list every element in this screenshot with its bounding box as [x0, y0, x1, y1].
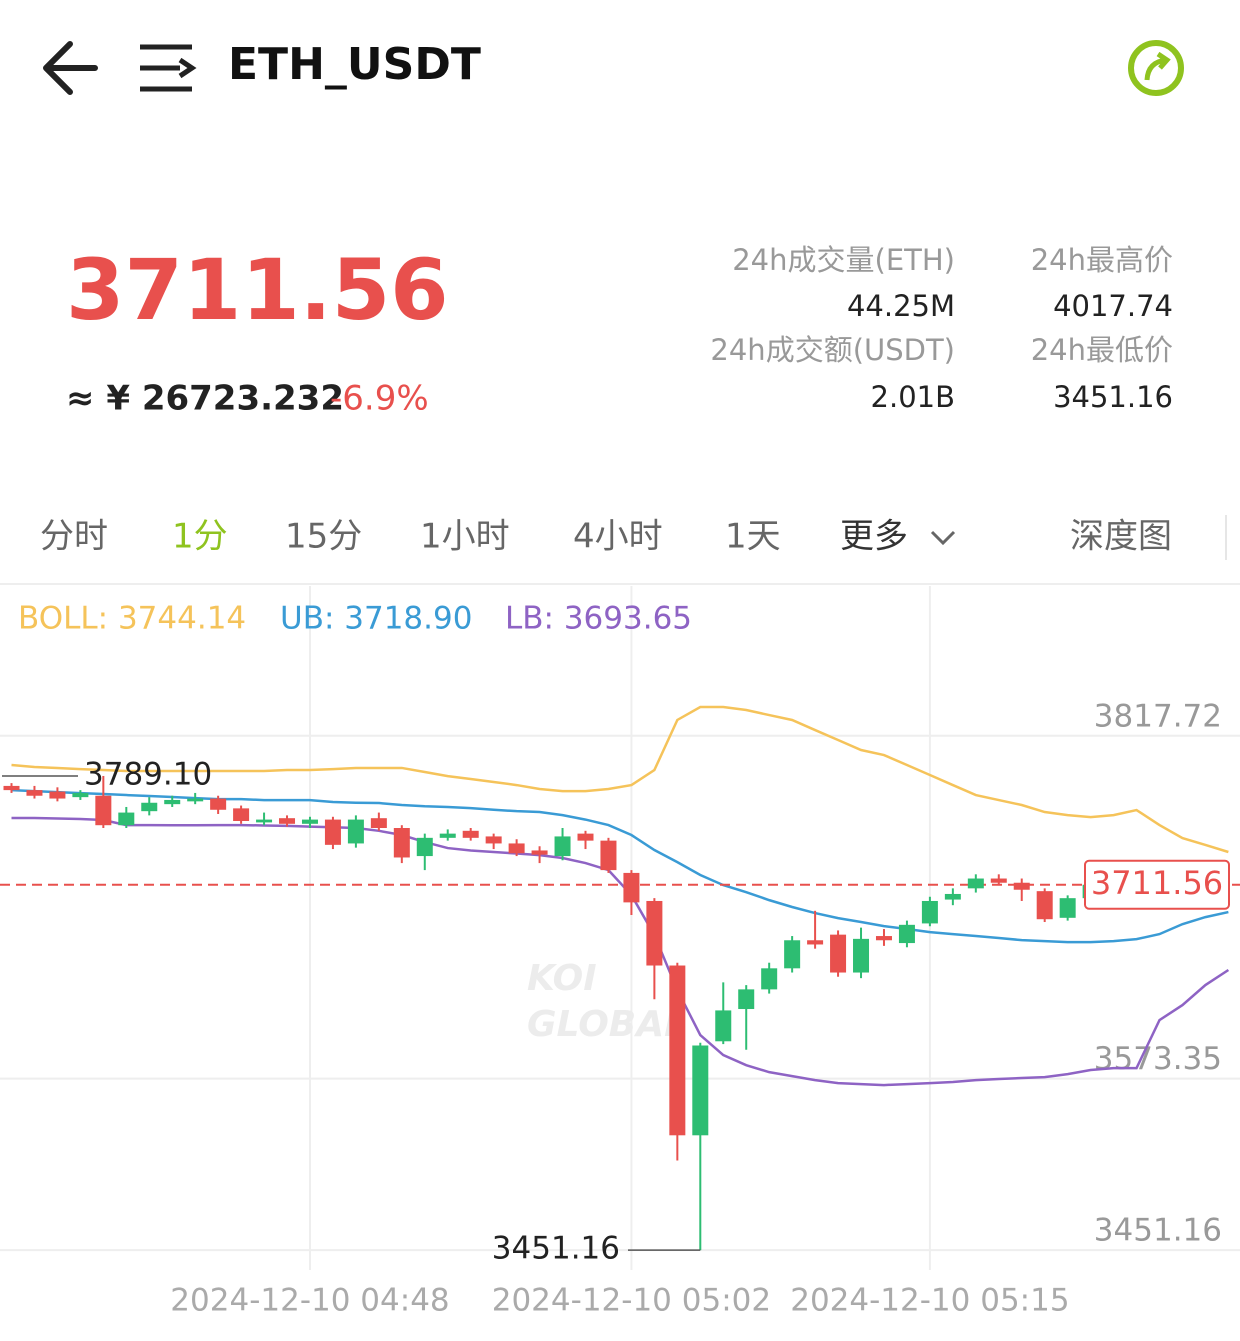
tab-more[interactable]: 更多 [840, 517, 908, 557]
stat-label: 24h成交额(USDT) [710, 333, 955, 367]
candle-body [49, 791, 66, 799]
tab[interactable]: 4小时 [573, 517, 663, 557]
tab[interactable]: 1小时 [420, 517, 510, 557]
menu-button[interactable] [140, 44, 197, 92]
chart: 2024-12-10 04:48 2024-12-10 05:02 2024-12-… [0, 586, 1240, 1319]
stat-value: 4017.74 [1053, 289, 1173, 323]
candle-body [26, 790, 43, 796]
tab[interactable]: 1天 [725, 517, 781, 557]
candle-body [623, 872, 640, 903]
high-marker: 3789.10 [84, 756, 212, 792]
candle-body [646, 900, 663, 966]
candle-body [3, 785, 20, 791]
x-tick-label: 2024-12-10 04:48 [170, 1283, 449, 1319]
candle-body [1013, 882, 1030, 890]
band-line [11, 816, 1230, 1087]
candle-body [347, 819, 364, 844]
candle-body [784, 940, 801, 969]
y-tick-label: 3817.72 [1094, 698, 1222, 734]
stat-value: 3451.16 [1053, 380, 1173, 414]
indicator-label: BOLL: 3744.14 [18, 601, 246, 637]
candle-body [921, 900, 938, 924]
y-tick-label: 3573.35 [1094, 1041, 1222, 1077]
stat-value: 2.01B [871, 380, 955, 414]
candle-body [738, 989, 755, 1010]
pair-title: ETH_USDT [228, 39, 481, 90]
candle-body [669, 965, 686, 1136]
candle-body [1036, 891, 1053, 920]
candle-body [692, 1045, 709, 1136]
candle-body [301, 819, 318, 824]
candle-body [439, 833, 456, 838]
candle-body [600, 840, 617, 871]
candle-body [485, 836, 502, 844]
candle-body [898, 924, 915, 944]
candle-body [1059, 898, 1076, 918]
tab[interactable]: 15分 [285, 517, 362, 557]
candle-body [944, 893, 961, 900]
candle-body [875, 936, 892, 941]
tab-active[interactable]: 1分 [172, 517, 228, 557]
refresh-button[interactable] [1128, 40, 1184, 96]
chevron [930, 530, 956, 546]
candle-body [324, 819, 341, 845]
indicator-label: UB: 3718.90 [280, 601, 472, 637]
candle-body [830, 934, 847, 973]
candle-body [141, 802, 158, 812]
candle-body [508, 843, 525, 854]
stat-label: 24h成交量(ETH) [732, 243, 955, 277]
cny-price: ≈ ¥ 26723.232 [66, 379, 344, 419]
candle-body [95, 795, 112, 826]
candle-body [807, 940, 824, 945]
last-price-tag [1084, 859, 1230, 910]
candle-body [370, 818, 387, 829]
band-line [11, 705, 1229, 854]
watermark: GLOBAL [527, 1004, 687, 1045]
x-tick-label: 2024-12-10 05:02 [492, 1283, 771, 1319]
stat-label: 24h最高价 [1031, 243, 1173, 277]
candle-body [233, 808, 250, 821]
y-tick-label: 3451.16 [1094, 1213, 1222, 1249]
last-price-tag-text: 3711.56 [1091, 864, 1223, 902]
candle-body [164, 799, 181, 805]
candle-body [554, 836, 571, 857]
candle-body [761, 968, 778, 990]
tab[interactable]: 分时 [40, 517, 108, 557]
candle-body [531, 850, 548, 855]
x-tick-label: 2024-12-10 05:15 [790, 1283, 1069, 1319]
candle-body [715, 1010, 732, 1042]
candle-body [967, 878, 984, 889]
candle-body [577, 833, 594, 841]
tab-depth[interactable]: 深度图 [1070, 517, 1172, 557]
stat-value: 44.25M [847, 289, 955, 323]
candle-body [256, 819, 273, 823]
candle-body [72, 792, 89, 798]
indicator-label: LB: 3693.65 [505, 601, 692, 637]
candle-body [210, 798, 227, 810]
watermark: KOI [527, 958, 597, 999]
candle-body [118, 812, 135, 826]
change-percent: -6.9% [330, 379, 429, 419]
stat-label: 24h最低价 [1031, 333, 1173, 367]
candle-body [416, 837, 433, 857]
candle-body [462, 830, 479, 838]
back-button[interactable] [43, 41, 98, 95]
candle-body [990, 878, 1007, 883]
candle-body [187, 798, 204, 802]
candle-body [853, 938, 870, 973]
candle-body [279, 818, 296, 824]
low-marker: 3451.16 [492, 1231, 620, 1267]
candle-body [393, 828, 410, 858]
last-price: 3711.56 [66, 241, 449, 339]
